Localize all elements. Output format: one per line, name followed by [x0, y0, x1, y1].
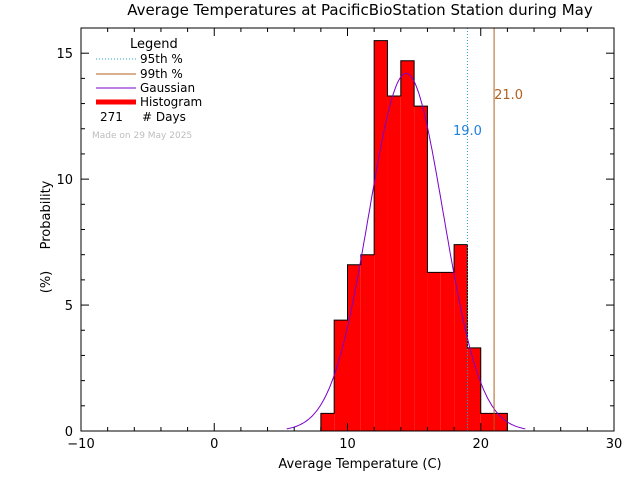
histogram-bar-3	[360, 254, 375, 431]
histogram-bar-13	[494, 413, 508, 431]
legend-label-0: 95th %	[140, 52, 183, 66]
y-tick-label-1: 5	[65, 299, 73, 314]
histogram-bar-12	[480, 413, 495, 431]
legend-label-3: Histogram	[140, 95, 202, 109]
histogram-bar-0	[320, 413, 335, 431]
x-tick-label-2: 10	[339, 437, 356, 452]
x-tick-label-4: 30	[606, 437, 623, 452]
x-axis-label: Average Temperature (C)	[278, 457, 441, 472]
legend-label-1: 99th %	[140, 67, 183, 81]
histogram-bar-7	[414, 106, 428, 432]
y-tick-label-2: 10	[56, 173, 73, 188]
legend-label-2: Gaussian	[140, 81, 195, 95]
histogram-bar-4	[374, 40, 388, 431]
y-tick-label-3: 15	[56, 47, 73, 62]
histogram-bar-9	[440, 272, 455, 431]
histogram-bar-8	[427, 272, 441, 431]
histogram-bar-5	[387, 96, 401, 431]
percentile-label-95th: 19.0	[453, 124, 482, 139]
y-axis-label-top: Probability	[39, 180, 54, 249]
legend-days-label: # Days	[142, 110, 186, 124]
x-tick-label-3: 20	[472, 437, 489, 452]
y-axis-label-bottom: (%)	[39, 271, 54, 294]
legend-title: Legend	[130, 37, 178, 52]
made-on-note: Made on 29 May 2025	[92, 131, 192, 141]
histogram-bar-1	[334, 320, 348, 431]
histogram-bar-11	[467, 347, 481, 431]
x-tick-label-0: −10	[67, 437, 94, 452]
histogram-bar-10	[454, 244, 468, 431]
histogram-outline	[320, 40, 508, 431]
chart-title: Average Temperatures at PacificBioStatio…	[127, 1, 593, 19]
percentile-label-99th: 21.0	[494, 88, 523, 103]
y-tick-label-0: 0	[65, 425, 73, 440]
histogram-bar-6	[400, 60, 415, 432]
legend-days-count: 271	[100, 110, 123, 124]
histogram-bar-2	[347, 264, 361, 431]
gaussian-curve	[286, 72, 526, 430]
x-tick-label-1: 0	[210, 437, 218, 452]
